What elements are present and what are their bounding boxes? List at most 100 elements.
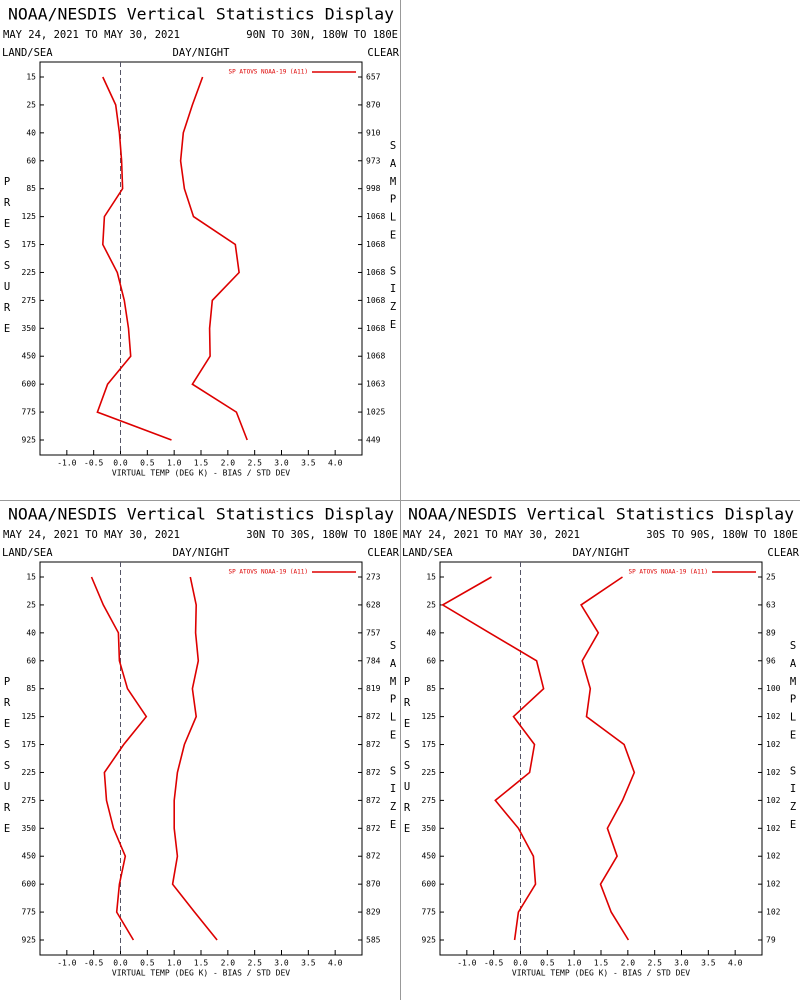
y-tick-label: 775: [22, 408, 37, 417]
date-range: MAY 24, 2021 TO MAY 30, 2021: [3, 29, 180, 41]
sample-size: 1025: [366, 408, 385, 417]
sample-size: 102: [766, 740, 781, 749]
y-tick-label: 275: [22, 296, 37, 305]
sample-size: 1063: [366, 380, 385, 389]
legend-label: SP ATOVS NOAA-19 (A11): [629, 569, 708, 576]
sample-size: 998: [366, 184, 381, 193]
y-tick-label: 25: [26, 600, 36, 609]
y-tick-label: 60: [426, 656, 436, 665]
x-axis-label: VIRTUAL TEMP (DEG K) - BIAS / STD DEV: [512, 969, 690, 978]
y-tick-label: 450: [22, 852, 37, 861]
sample-size: 910: [366, 128, 381, 137]
sample-size: 628: [366, 600, 381, 609]
y-tick-label: 85: [26, 184, 36, 193]
y-tick-label: 15: [26, 73, 36, 82]
day-night: DAY/NIGHT: [173, 547, 231, 559]
x-tick-label: -1.0: [457, 959, 476, 968]
region: 30S TO 90S, 180W TO 180E: [646, 529, 798, 541]
panel: NOAA/NESDIS Vertical Statistics Display M…: [402, 505, 800, 978]
sample-size: 273: [366, 573, 381, 582]
x-tick-label: 2.0: [621, 959, 636, 968]
sample-size: 585: [366, 936, 381, 945]
x-tick-label: 3.0: [274, 459, 289, 468]
sample-size: 102: [766, 852, 781, 861]
x-tick-label: 0.5: [140, 959, 155, 968]
date-range: MAY 24, 2021 TO MAY 30, 2021: [3, 529, 180, 541]
sample-size: 96: [766, 656, 776, 665]
profile-line: [441, 576, 545, 941]
x-tick-label: 2.0: [221, 959, 236, 968]
sample-size: 102: [766, 796, 781, 805]
x-tick-label: 1.0: [167, 459, 182, 468]
panel: NOAA/NESDIS Vertical Statistics Display M…: [2, 505, 400, 978]
x-tick-label: 0.0: [113, 459, 128, 468]
y-tick-label: 175: [22, 740, 37, 749]
y-tick-label: 15: [426, 573, 436, 582]
sample-size: 102: [766, 712, 781, 721]
sample-size: 102: [766, 880, 781, 889]
panel-title: NOAA/NESDIS Vertical Statistics Display: [8, 505, 394, 524]
day-night: DAY/NIGHT: [173, 47, 231, 59]
sample-size: 1068: [366, 240, 385, 249]
profile-line: [96, 76, 172, 441]
x-tick-label: 1.0: [567, 959, 582, 968]
x-tick-label: 2.5: [247, 959, 262, 968]
x-tick-label: 2.5: [647, 959, 662, 968]
y-tick-label: 15: [26, 573, 36, 582]
y-tick-label: 40: [426, 628, 436, 637]
y-tick-label: 175: [422, 740, 437, 749]
x-tick-label: 4.0: [728, 959, 743, 968]
sample-size: 102: [766, 824, 781, 833]
sample-size: 89: [766, 628, 776, 637]
land-sea: LAND/SEA: [2, 47, 53, 59]
sample-size: 1068: [366, 324, 385, 333]
sample-size: 1068: [366, 352, 385, 361]
x-tick-label: -1.0: [57, 959, 76, 968]
sample-size: 1068: [366, 296, 385, 305]
region: 90N TO 30N, 180W TO 180E: [246, 29, 398, 41]
y-tick-label: 175: [22, 240, 37, 249]
legend-label: SP ATOVS NOAA-19 (A11): [229, 69, 308, 76]
land-sea: LAND/SEA: [2, 547, 53, 559]
y-tick-label: 600: [422, 880, 437, 889]
x-tick-label: 3.5: [301, 959, 316, 968]
x-tick-label: 0.5: [140, 459, 155, 468]
x-tick-label: 1.0: [167, 959, 182, 968]
sample-size: 872: [366, 824, 381, 833]
x-tick-label: 0.0: [113, 959, 128, 968]
date-range: MAY 24, 2021 TO MAY 30, 2021: [403, 529, 580, 541]
land-sea: LAND/SEA: [402, 547, 453, 559]
panel-title: NOAA/NESDIS Vertical Statistics Display: [8, 5, 394, 24]
y-tick-label: 925: [422, 936, 437, 945]
y-tick-label: 775: [422, 908, 437, 917]
profile-line: [580, 576, 636, 941]
sample-size: 872: [366, 712, 381, 721]
clear: CLEAR: [367, 547, 399, 559]
sample-size: 1068: [366, 268, 385, 277]
y-tick-label: 450: [422, 852, 437, 861]
x-tick-label: 3.0: [274, 959, 289, 968]
clear: CLEAR: [367, 47, 399, 59]
y-tick-label: 85: [426, 684, 436, 693]
y-tick-label: 275: [422, 796, 437, 805]
y-tick-label: 275: [22, 796, 37, 805]
x-tick-label: 1.5: [594, 959, 609, 968]
sample-size: 63: [766, 600, 776, 609]
y-tick-label: 40: [26, 628, 36, 637]
x-tick-label: -1.0: [57, 459, 76, 468]
sample-size: 102: [766, 768, 781, 777]
x-tick-label: 2.5: [247, 459, 262, 468]
sample-size: 870: [366, 880, 381, 889]
y-tick-label: 350: [22, 824, 37, 833]
x-tick-label: 0.0: [513, 959, 528, 968]
profile-line: [171, 576, 218, 941]
x-axis-label: VIRTUAL TEMP (DEG K) - BIAS / STD DEV: [112, 969, 290, 978]
y-tick-label: 125: [422, 712, 437, 721]
sample-size: 819: [366, 684, 381, 693]
panel: NOAA/NESDIS Vertical Statistics Display M…: [2, 5, 400, 478]
y-tick-label: 125: [22, 212, 37, 221]
x-tick-label: 1.5: [194, 959, 209, 968]
